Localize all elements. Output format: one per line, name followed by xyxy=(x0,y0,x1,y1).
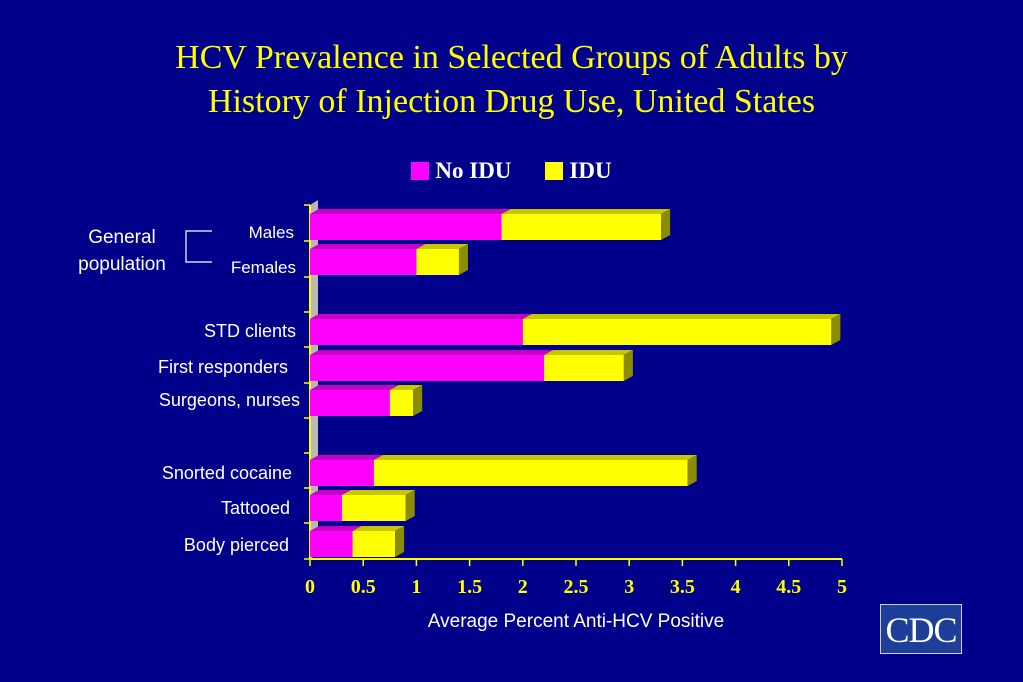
bar-side-4 xyxy=(413,385,423,416)
bar-no-idu-7 xyxy=(310,531,353,557)
bar-side-2 xyxy=(831,314,841,345)
cdc-logo: CDC xyxy=(880,604,962,654)
x-tick-label-7: 3.5 xyxy=(670,576,695,598)
bar-top-no-idu-6 xyxy=(310,490,351,495)
bar-no-idu-2 xyxy=(310,319,523,345)
bar-no-idu-5 xyxy=(310,460,374,486)
bar-idu-5 xyxy=(373,460,688,486)
bar-top-no-idu-5 xyxy=(310,455,383,460)
group-label-line-1: General xyxy=(88,227,156,248)
bar-idu-7 xyxy=(352,531,396,557)
bar-idu-6 xyxy=(341,495,406,521)
legend-swatch-no-idu xyxy=(411,162,430,180)
category-label-first-responders: First responders xyxy=(157,357,288,377)
bar-top-no-idu-1 xyxy=(310,244,426,249)
bar-idu-4 xyxy=(389,390,414,416)
x-axis-title: Average Percent Anti-HCV Positive xyxy=(427,611,725,632)
x-tick-label-10: 5 xyxy=(837,576,847,598)
bar-top-idu-6 xyxy=(341,490,415,495)
category-label-tattooed: Tattooed xyxy=(220,498,290,518)
x-tick-label-8: 4 xyxy=(731,576,741,598)
bar-top-idu-0 xyxy=(501,209,671,214)
bar-top-no-idu-7 xyxy=(310,526,362,531)
bar-top-no-idu-0 xyxy=(310,209,511,214)
chart-title: HCV Prevalence in Selected Groups of Adu… xyxy=(0,36,1023,124)
x-tick-label-5: 2.5 xyxy=(564,576,589,598)
bar-top-idu-2 xyxy=(522,314,841,319)
x-tick-label-9: 4.5 xyxy=(776,576,801,598)
bar-side-5 xyxy=(687,455,697,486)
bar-no-idu-0 xyxy=(310,214,502,240)
bar-idu-0 xyxy=(501,214,662,240)
bar-no-idu-4 xyxy=(310,390,390,416)
category-label-females: Females xyxy=(230,258,296,277)
bar-top-no-idu-4 xyxy=(310,385,399,390)
bar-top-no-idu-3 xyxy=(310,350,554,355)
legend-label-no-idu: No IDU xyxy=(435,158,512,183)
legend: No IDU IDU xyxy=(0,158,1023,184)
bar-side-0 xyxy=(661,209,671,240)
group-label-general-population: General population xyxy=(58,224,186,278)
bar-side-3 xyxy=(623,350,633,381)
category-label-snorted-cocaine: Snorted cocaine xyxy=(161,463,292,483)
bar-top-idu-5 xyxy=(373,455,697,460)
bar-top-idu-7 xyxy=(352,526,405,531)
bar-no-idu-1 xyxy=(310,249,417,275)
x-tick-label-6: 3 xyxy=(624,576,634,598)
legend-label-idu: IDU xyxy=(569,158,612,183)
category-label-males: Males xyxy=(248,223,294,242)
bar-no-idu-6 xyxy=(310,495,342,521)
bar-side-6 xyxy=(405,490,415,521)
bar-side-1 xyxy=(458,244,468,275)
x-tick-label-1: 0.5 xyxy=(351,576,376,598)
bar-top-no-idu-2 xyxy=(310,314,532,319)
x-tick-label-4: 2 xyxy=(518,576,528,598)
bar-top-idu-1 xyxy=(416,244,468,249)
legend-item-no-idu: No IDU xyxy=(411,158,511,184)
x-tick-label-0: 0 xyxy=(305,576,315,598)
bar-idu-2 xyxy=(522,319,832,345)
category-label-surgeons-nurses: Surgeons, nurses xyxy=(158,390,300,410)
x-tick-label-3: 1.5 xyxy=(457,576,482,598)
x-tick-label-2: 1 xyxy=(411,576,421,598)
bar-top-idu-3 xyxy=(544,350,633,355)
title-line-1: HCV Prevalence in Selected Groups of Adu… xyxy=(175,39,848,76)
bar-top-idu-4 xyxy=(389,385,423,390)
group-label-line-2: population xyxy=(78,254,166,275)
title-line-2: History of Injection Drug Use, United St… xyxy=(207,83,816,120)
category-label-body-pierced: Body pierced xyxy=(183,535,289,555)
bar-no-idu-3 xyxy=(310,355,545,381)
legend-item-idu: IDU xyxy=(545,158,612,184)
category-label-std-clients: STD clients xyxy=(203,321,296,341)
bar-idu-3 xyxy=(544,355,624,381)
group-bracket xyxy=(185,230,212,263)
bar-idu-1 xyxy=(416,249,459,275)
legend-swatch-idu xyxy=(545,162,564,180)
bar-side-7 xyxy=(395,526,405,557)
